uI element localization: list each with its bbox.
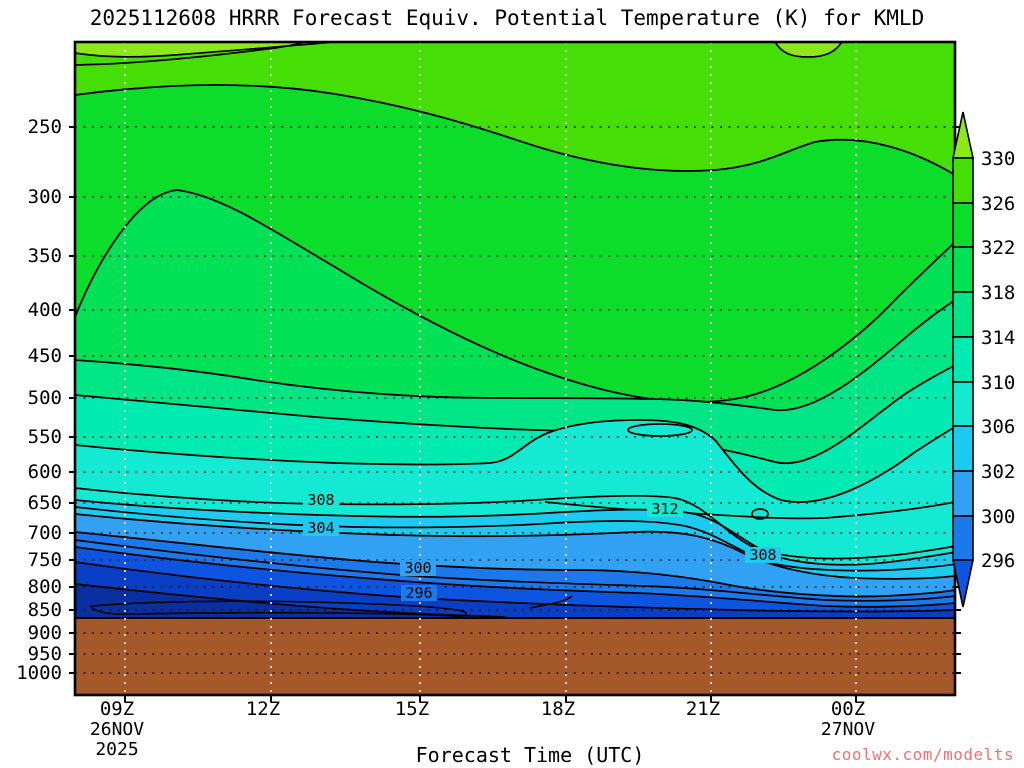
- colorbar-label-300: 300: [981, 506, 1015, 528]
- colorbar-label-306: 306: [981, 416, 1015, 438]
- contour-296: [75, 546, 955, 608]
- y-tick-label-400: 400: [27, 299, 62, 321]
- contour-label-304: 304: [307, 519, 334, 537]
- y-tick-label-700: 700: [27, 522, 62, 544]
- x-tick-label: 18Z: [540, 698, 576, 720]
- x-tick-18z: 18Z: [518, 699, 598, 720]
- x-tick-label: 12Z: [245, 698, 281, 720]
- y-tick-label-300: 300: [27, 186, 62, 208]
- contour-label-300: 300: [404, 559, 431, 577]
- colorbar-seg-318-322: [952, 246, 974, 293]
- colorbar-seg-296-300: [952, 515, 974, 561]
- y-tick-label-1000: 1000: [16, 662, 62, 684]
- contour-322: [75, 189, 955, 404]
- x-tick-21z: 21Z: [663, 699, 743, 720]
- x-tick-label: 15Z: [394, 698, 430, 720]
- colorbar-label-296: 296: [981, 550, 1015, 572]
- y-tick-label-950: 950: [27, 643, 62, 665]
- contour-field: 308 304 300 296 312 308: [75, 42, 955, 695]
- contour-308: [75, 487, 955, 560]
- contour-290-closed: [89, 600, 468, 618]
- colorbar-seg-326-330: [952, 157, 974, 204]
- cross-section-plot: 308 304 300 296 312 308: [69, 40, 961, 702]
- colorbar-seg-306-310: [952, 381, 974, 427]
- contour-294: [75, 561, 955, 613]
- horizontal-gridlines: [75, 126, 955, 674]
- y-axis-ticks-left: [69, 126, 75, 674]
- y-tick-label-250: 250: [27, 116, 62, 138]
- contour-304: [75, 506, 955, 572]
- contour-300: [75, 531, 955, 598]
- colorbar-arrow-top: [952, 111, 974, 159]
- contour-312-pocket: [627, 423, 693, 437]
- colorbar-label-310: 310: [981, 372, 1015, 394]
- y-tick-label-450: 450: [27, 345, 62, 367]
- contour-318: [75, 299, 955, 412]
- band-lt-292: [75, 584, 515, 618]
- y-tick-label-600: 600: [27, 461, 62, 483]
- contour-326: [75, 84, 955, 176]
- chart-title: 2025112608 HRRR Forecast Equiv. Potentia…: [89, 6, 925, 30]
- x-tick-00z: 00Z 27NOV: [808, 699, 888, 740]
- x-tick-12z: 12Z: [223, 699, 303, 720]
- y-tick-label-850: 850: [27, 599, 62, 621]
- x-tick-date: 26NOV: [89, 719, 145, 740]
- colorbar-label-302: 302: [981, 461, 1015, 483]
- x-axis-title: Forecast Time (UTC): [415, 743, 645, 767]
- contour-label-296: 296: [405, 584, 432, 602]
- colorbar-arrow-bottom: [952, 559, 974, 608]
- y-tick-label-350: 350: [27, 245, 62, 267]
- y-tick-label-500: 500: [27, 387, 62, 409]
- pocket-330-top: [775, 42, 842, 57]
- contour-label-308a: 308: [307, 491, 334, 509]
- colorbar-seg-300-302: [952, 470, 974, 517]
- colorbar-label-326: 326: [981, 193, 1015, 215]
- x-tick-label: 00Z: [830, 698, 866, 720]
- colorbar-label-322: 322: [981, 237, 1015, 259]
- colorbar-labels: 330 326 322 318 314 310 306 302 300 296: [981, 148, 1015, 572]
- contour-310: [75, 419, 955, 503]
- contour-328: [75, 42, 306, 66]
- colorbar-label-318: 318: [981, 282, 1015, 304]
- x-tick-year: 2025: [95, 739, 139, 760]
- x-tick-label: 09Z: [99, 698, 135, 720]
- y-tick-label-750: 750: [27, 549, 62, 571]
- x-tick-09z: 09Z 26NOV 2025: [77, 699, 157, 760]
- contour-330-pocket: [774, 42, 843, 58]
- colorbar-seg-314-318: [952, 291, 974, 338]
- x-tick-date: 27NOV: [820, 719, 876, 740]
- watermark-link: coolwx.com/modelts: [831, 745, 1014, 764]
- contour-298: [75, 539, 955, 602]
- contour-small-pocket: [751, 508, 769, 520]
- x-axis-ticks: [124, 695, 857, 702]
- band-gt-330: [75, 42, 333, 57]
- y-tick-label-550: 550: [27, 426, 62, 448]
- colorbar: 330 326 322 318 314 310 306 302 300 296: [952, 111, 1015, 608]
- contour-hook-1: [529, 595, 573, 609]
- colorbar-label-330: 330: [981, 148, 1015, 170]
- colorbar-label-314: 314: [981, 327, 1015, 349]
- colorbar-seg-322-326: [952, 202, 974, 248]
- contour-302: [75, 513, 955, 580]
- below-ground-region: [75, 618, 955, 695]
- contour-label-312: 312: [651, 500, 678, 518]
- x-tick-15z: 15Z: [372, 699, 452, 720]
- contour-label-308b: 308: [749, 546, 776, 564]
- y-tick-label-650: 650: [27, 492, 62, 514]
- colorbar-seg-302-306: [952, 425, 974, 472]
- y-tick-label-900: 900: [27, 622, 62, 644]
- contour-306: [75, 499, 955, 566]
- colorbar-seg-310-314: [952, 336, 974, 383]
- y-tick-label-800: 800: [27, 576, 62, 598]
- x-tick-label: 21Z: [685, 698, 721, 720]
- contour-312: [544, 501, 955, 520]
- contour-labels: 308 304 300 296 312 308: [303, 491, 781, 602]
